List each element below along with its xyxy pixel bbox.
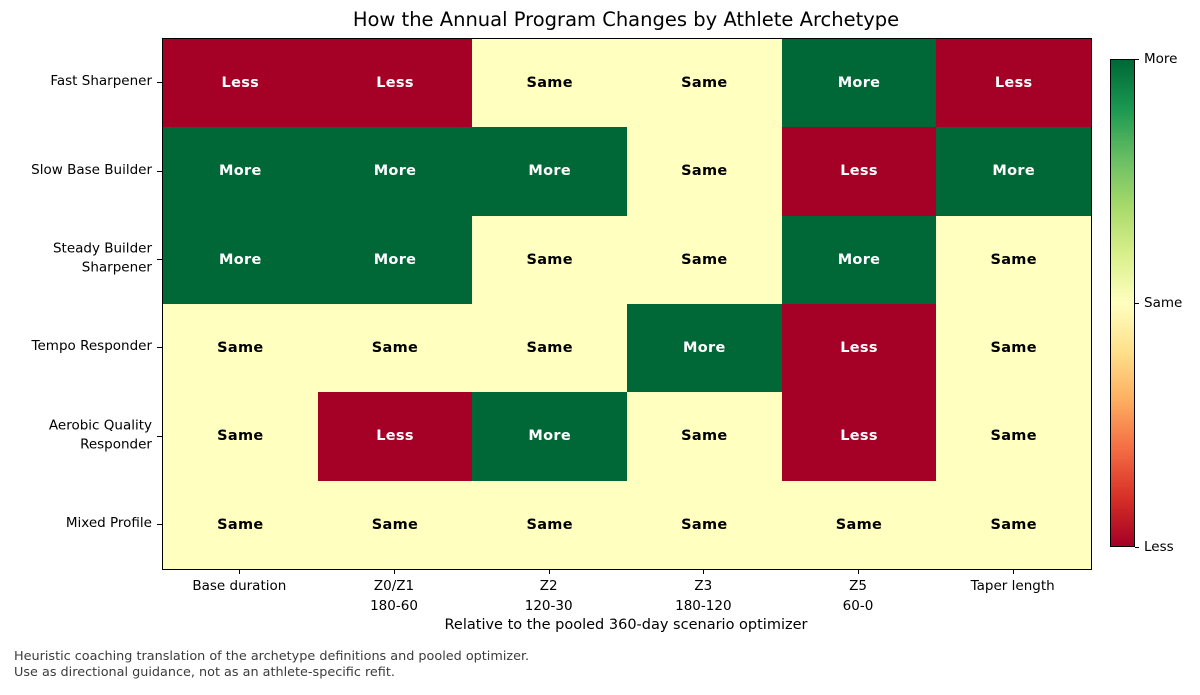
heatmap-cell-r5-c5: Same [936, 480, 1091, 569]
heatmap-cell-r3-c2: Same [472, 304, 627, 393]
heatmap-cell-r4-c2: More [472, 392, 627, 481]
heatmap-cell-r4-c1: Less [317, 392, 473, 481]
heatmap-cell-r3-c0: Same [163, 304, 318, 393]
chart-title: How the Annual Program Changes by Athlet… [352, 8, 900, 31]
colorbar-tick-label: More [1144, 51, 1178, 67]
heatmap-cell-r2-c0: More [163, 215, 318, 304]
heatmap-cell-r2-c3: Same [627, 215, 782, 304]
x-tick-label: Base duration [192, 578, 287, 594]
heatmap-cell-r1-c2: More [472, 127, 627, 216]
y-tick-mark [157, 347, 162, 349]
heatmap-cell-r0-c5: Less [936, 39, 1091, 128]
heatmap-cell-r4-c5: Same [936, 392, 1091, 481]
heatmap-cell-r2-c2: Same [472, 215, 627, 304]
y-tick-mark [157, 435, 162, 437]
heatmap-cell-r0-c0: Less [163, 39, 318, 128]
x-tick-mark [703, 569, 705, 574]
x-tick-label: Z2 120-30 [524, 578, 573, 614]
heatmap-cell-r4-c4: Less [781, 392, 937, 481]
x-tick-label: Taper length [970, 578, 1055, 594]
y-tick-label: Fast Sharpener [50, 73, 152, 90]
x-tick-mark [548, 569, 550, 574]
heatmap-grid: Less Less Same Same More Less More More More Same… [163, 39, 1091, 569]
heatmap-cell-r1-c3: Same [627, 127, 782, 216]
heatmap-cell-r1-c1: More [317, 127, 473, 216]
footnote-line-2: Use as directional guidance, not as an a… [14, 665, 395, 680]
y-tick-mark [157, 523, 162, 525]
colorbar-tick-label: Less [1144, 539, 1174, 555]
heatmap-cell-r2-c4: More [781, 215, 937, 304]
heatmap-cell-r5-c4: Same [781, 480, 937, 569]
heatmap-cell-r3-c4: Less [781, 304, 937, 393]
y-tick-label: Mixed Profile [65, 515, 152, 532]
heatmap-cell-r1-c4: Less [781, 127, 937, 216]
colorbar [1110, 59, 1135, 547]
y-tick-label: Tempo Responder [31, 338, 152, 355]
colorbar-tick-mark [1135, 59, 1139, 60]
x-tick-mark [1012, 569, 1014, 574]
x-tick-label: Z3 180-120 [675, 578, 732, 614]
heatmap-cell-r5-c0: Same [163, 480, 318, 569]
heatmap-cell-r1-c0: More [163, 127, 318, 216]
heatmap-cell-r2-c1: More [317, 215, 473, 304]
heatmap-cell-r0-c2: Same [472, 39, 627, 128]
heatmap-cell-r1-c5: More [936, 127, 1091, 216]
y-tick-mark [157, 82, 162, 84]
y-tick-mark [157, 258, 162, 260]
x-tick-mark [239, 569, 241, 574]
x-axis-label: Relative to the pooled 360-day scenario … [444, 617, 808, 633]
heatmap-cell-r3-c5: Same [936, 304, 1091, 393]
x-tick-mark [858, 569, 859, 574]
colorbar-tick-label: Same [1144, 295, 1183, 311]
heatmap-cell-r3-c3: More [627, 304, 782, 393]
heatmap-cell-r4-c0: Same [163, 392, 318, 481]
heatmap-plot: Less Less Same Same More Less More More More Same… [162, 38, 1092, 570]
heatmap-cell-r5-c2: Same [472, 480, 627, 569]
x-tick-label: Z5 60-0 [842, 578, 874, 614]
x-tick-label: Z0/Z1 180-60 [370, 578, 418, 614]
colorbar-tick-mark [1135, 303, 1139, 304]
y-tick-mark [157, 170, 162, 172]
y-tick-label: Aerobic Quality Responder [48, 416, 152, 453]
y-tick-label: Steady Builder Sharpener [52, 240, 152, 276]
heatmap-cell-r0-c3: Same [627, 39, 782, 128]
heatmap-cell-r0-c4: More [781, 39, 937, 128]
y-tick-label: Slow Base Builder [31, 161, 152, 178]
x-tick-mark [394, 569, 395, 574]
footnote-line-1: Heuristic coaching translation of the ar… [14, 649, 530, 664]
heatmap-cell-r2-c5: Same [936, 215, 1091, 304]
heatmap-cell-r3-c1: Same [317, 304, 473, 393]
heatmap-cell-r0-c1: Less [317, 39, 473, 128]
colorbar-tick-mark [1135, 547, 1139, 548]
heatmap-cell-r5-c3: Same [627, 480, 782, 569]
heatmap-cell-r5-c1: Same [317, 480, 473, 569]
heatmap-cell-r4-c3: Same [627, 392, 782, 481]
